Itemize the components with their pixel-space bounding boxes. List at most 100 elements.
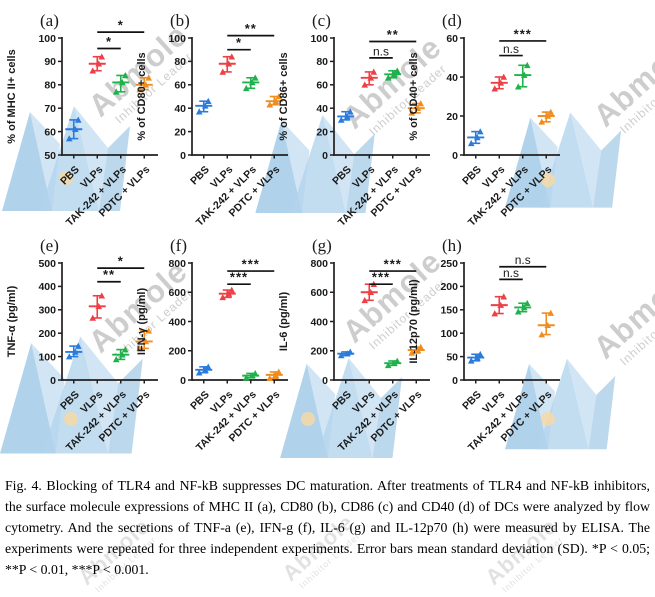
y-tick-label: 40 xyxy=(316,103,328,115)
data-point xyxy=(98,53,106,60)
x-tick-label: PBS xyxy=(188,164,212,188)
data-point xyxy=(195,108,203,115)
data-point xyxy=(547,309,555,316)
series-PBS xyxy=(195,97,213,115)
significance-label: ** xyxy=(387,27,399,42)
x-tick-label: PBS xyxy=(58,164,82,188)
y-tick-label: 70 xyxy=(44,103,56,115)
x-tick-label: PBS xyxy=(460,389,484,413)
data-point xyxy=(225,60,233,67)
x-tick-label: PBS xyxy=(330,389,354,413)
series-VLPs xyxy=(88,53,106,74)
data-point xyxy=(118,79,126,86)
panel-label: (b) xyxy=(170,11,190,30)
significance-label: n.s xyxy=(503,266,519,280)
series-TAK-242 + VLPs xyxy=(384,67,402,81)
panel-label: (f) xyxy=(170,236,187,255)
y-tick-label: 80 xyxy=(174,56,186,68)
data-point xyxy=(393,67,401,74)
significance-label: n.s xyxy=(373,44,389,58)
significance-label: *** xyxy=(384,257,402,272)
data-point xyxy=(361,296,369,304)
y-tick-label: 40 xyxy=(446,72,458,84)
y-tick-label: 0 xyxy=(322,150,328,162)
y-tick-label: 200 xyxy=(168,346,186,358)
significance-label: ** xyxy=(103,267,115,282)
data-point xyxy=(514,308,522,315)
y-tick-label: 100 xyxy=(310,33,328,45)
series-TAK-242 + VLPs xyxy=(514,61,532,90)
y-axis-title: % of MHC II+ cells xyxy=(6,49,18,143)
data-point xyxy=(408,349,416,356)
data-point xyxy=(242,374,250,381)
significance-label: ** xyxy=(245,21,257,36)
significance-label: * xyxy=(106,34,112,49)
data-point xyxy=(142,337,150,345)
y-tick-label: 0 xyxy=(50,375,56,387)
x-tick-label: PBS xyxy=(460,164,484,188)
data-point xyxy=(384,74,392,81)
data-point xyxy=(523,61,531,69)
y-tick-label: 60 xyxy=(316,80,328,92)
y-axis-title: IL-6 (pg/ml) xyxy=(278,292,290,352)
data-point xyxy=(523,299,531,307)
data-point xyxy=(367,288,375,296)
data-point xyxy=(266,374,274,382)
data-point xyxy=(145,74,153,81)
data-point xyxy=(417,343,425,350)
x-tick-label: PBS xyxy=(58,389,82,413)
data-point xyxy=(121,72,129,79)
data-point xyxy=(520,71,528,78)
series-TAK-242 + VLPs xyxy=(384,357,402,369)
data-point xyxy=(272,97,280,104)
data-point xyxy=(476,128,484,135)
data-point xyxy=(361,81,369,88)
series-PDTC + VLPs xyxy=(537,108,555,125)
data-point xyxy=(491,310,499,317)
data-point xyxy=(201,102,209,109)
significance-label: n.s xyxy=(503,42,519,56)
data-point xyxy=(346,108,354,115)
figure-caption: Fig. 4. Blocking of TLR4 and NF-kB suppr… xyxy=(5,477,650,577)
series-PDTC + VLPs xyxy=(135,74,153,93)
data-point xyxy=(414,104,422,111)
series-PBS xyxy=(65,342,83,360)
data-point xyxy=(95,302,103,310)
significance-label: * xyxy=(118,254,124,269)
significance-label: *** xyxy=(514,26,532,41)
y-tick-label: 400 xyxy=(38,281,56,293)
data-point xyxy=(89,67,97,74)
data-point xyxy=(476,350,484,358)
data-point xyxy=(195,369,203,376)
figure-4: Abmole Inhibitor Leader Abmole Inhibitor L… xyxy=(0,11,655,595)
data-point xyxy=(204,97,212,104)
data-point xyxy=(544,321,552,329)
y-axis-title: IFN-γ (pg/ml) xyxy=(136,288,148,356)
significance-label: * xyxy=(118,18,124,33)
series-VLPs xyxy=(490,293,508,317)
y-tick-label: 0 xyxy=(322,375,328,387)
y-tick-label: 500 xyxy=(38,258,56,270)
y-tick-label: 80 xyxy=(44,80,56,92)
data-point xyxy=(251,370,259,377)
y-tick-label: 800 xyxy=(310,258,328,270)
y-tick-label: 60 xyxy=(446,33,458,45)
y-axis-title: % of CD80+ cells xyxy=(136,52,148,140)
panel-label: (h) xyxy=(442,236,462,255)
y-tick-label: 100 xyxy=(168,33,186,45)
series-PBS xyxy=(467,128,485,147)
y-tick-label: 0 xyxy=(180,150,186,162)
significance-label: *** xyxy=(230,270,248,285)
data-point xyxy=(89,314,97,321)
y-tick-label: 250 xyxy=(440,258,458,270)
data-point xyxy=(514,83,522,90)
y-tick-label: 200 xyxy=(38,328,56,340)
data-point xyxy=(538,331,546,338)
series-VLPs xyxy=(218,53,236,75)
y-tick-label: 50 xyxy=(446,351,458,363)
series-PDTC + VLPs xyxy=(407,100,425,116)
data-point xyxy=(248,372,256,379)
significance-label: *** xyxy=(242,257,260,272)
